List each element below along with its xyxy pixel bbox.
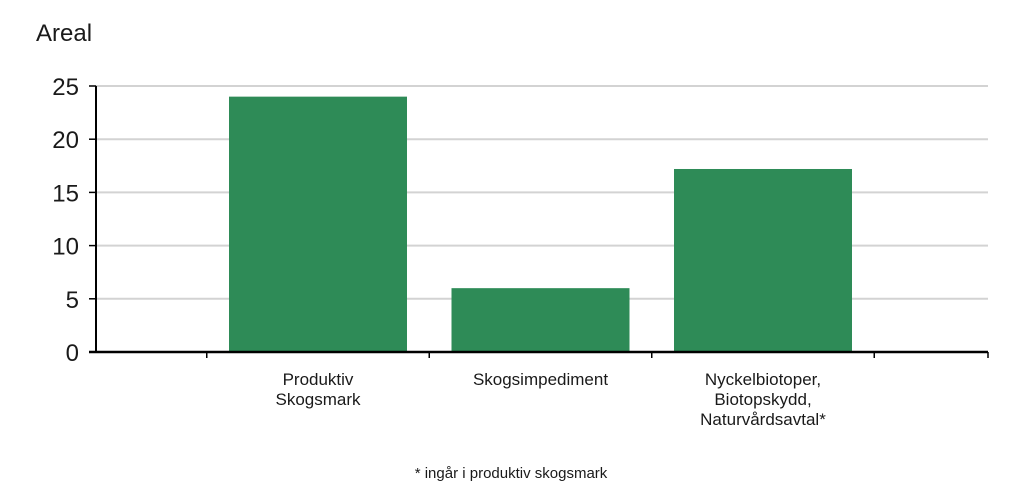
y-tick-label: 5: [66, 287, 79, 314]
y-tick-label: 20: [52, 127, 79, 154]
y-ticks: 0 5 10 15 20 25: [52, 74, 96, 367]
bar: [674, 168, 852, 352]
bar: [451, 288, 630, 352]
y-tick-label: 25: [52, 74, 79, 101]
y-axis-label: Areal: [36, 20, 92, 47]
x-tick-label: Nyckelbiotoper, Biotopskydd, Naturvårdsavt…: [700, 370, 826, 429]
y-tick-label: 0: [66, 340, 79, 367]
x-tick-label: Produktiv Skogsmark: [275, 370, 361, 409]
axes: [89, 86, 988, 354]
x-tick-label: Skogsimpediment: [473, 370, 608, 389]
bars: [229, 96, 852, 352]
x-ticks: Produktiv Skogsmark Skogsimpediment Nyckelb…: [206, 352, 989, 429]
bar: [229, 96, 407, 352]
y-tick-label: 10: [52, 234, 79, 261]
footnote: * ingår i produktiv skogsmark: [415, 465, 608, 482]
y-tick-label: 15: [52, 180, 79, 207]
